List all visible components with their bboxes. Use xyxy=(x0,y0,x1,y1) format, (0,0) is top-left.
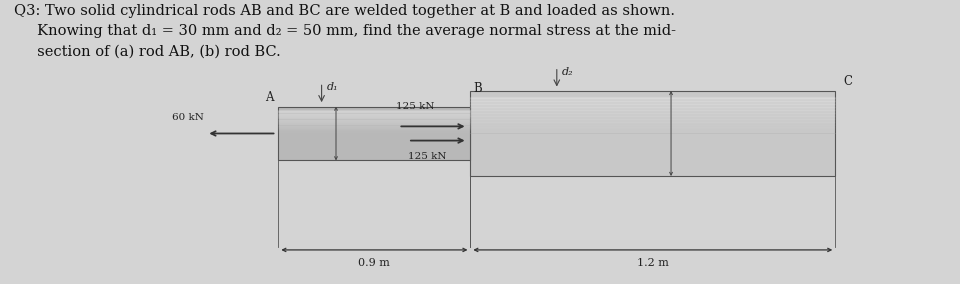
Text: 0.9 m: 0.9 m xyxy=(358,258,391,268)
Text: 1.2 m: 1.2 m xyxy=(636,258,669,268)
Text: Q3: Two solid cylindrical rods AB and BC are welded together at B and loaded as : Q3: Two solid cylindrical rods AB and BC… xyxy=(14,4,677,58)
Text: 125 kN: 125 kN xyxy=(408,152,446,161)
Text: 125 kN: 125 kN xyxy=(396,102,434,111)
Text: d₂: d₂ xyxy=(562,67,573,77)
Bar xyxy=(470,91,835,176)
Text: A: A xyxy=(265,91,274,104)
Text: 60 kN: 60 kN xyxy=(172,113,204,122)
Text: B: B xyxy=(473,82,482,95)
Bar xyxy=(278,106,470,160)
Text: d₁: d₁ xyxy=(326,82,338,92)
Text: C: C xyxy=(843,75,852,88)
